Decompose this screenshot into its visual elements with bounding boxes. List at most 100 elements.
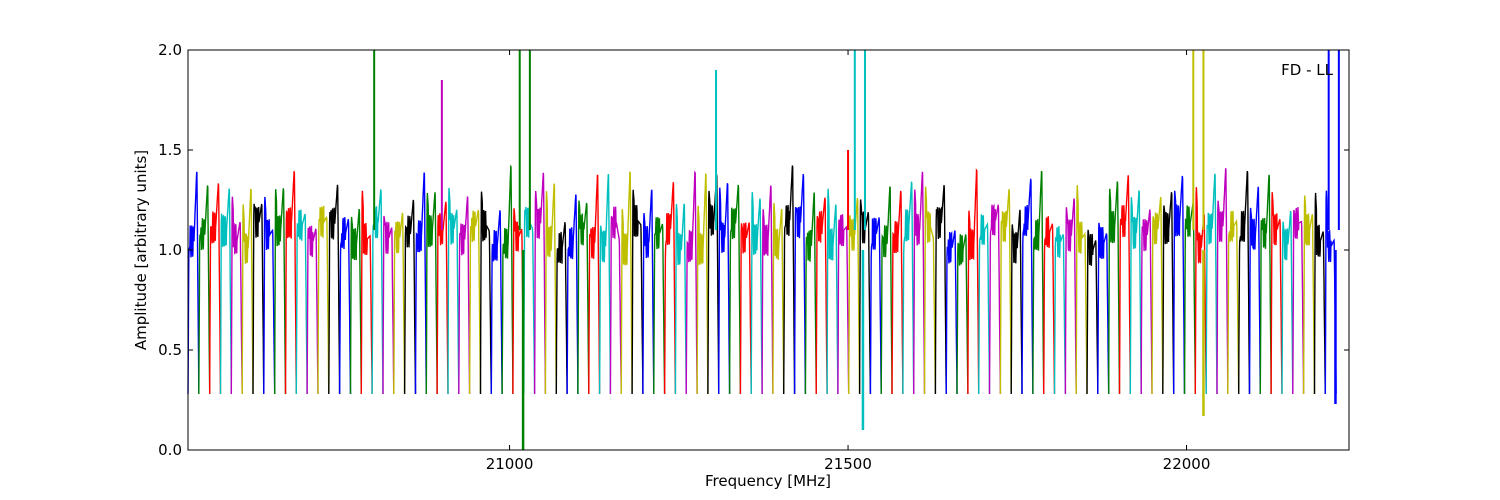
channel-line-80 <box>1053 226 1067 395</box>
channel-line-47 <box>696 172 709 395</box>
channel-line-98 <box>1248 186 1261 395</box>
channel-line-71 <box>956 234 969 395</box>
channel-line-34 <box>555 222 568 395</box>
channel-line-77 <box>1021 178 1034 395</box>
channel-line-42 <box>642 189 655 395</box>
channel-line-82 <box>1075 185 1088 395</box>
channel-line-44 <box>663 182 677 395</box>
channel-line-100 <box>1270 192 1283 395</box>
channel-line-36 <box>577 200 590 395</box>
channel-line-79 <box>1043 216 1056 395</box>
channel-line-72 <box>967 168 980 395</box>
channel-line-41 <box>631 189 644 395</box>
channel-line-7 <box>263 196 276 395</box>
channel-line-63 <box>869 217 882 395</box>
channel-line-61 <box>848 197 861 395</box>
channel-line-89 <box>1151 197 1164 395</box>
x-tick-label: 21500 <box>824 455 872 473</box>
channel-line-94 <box>1205 173 1218 395</box>
channel-line-40 <box>620 171 633 395</box>
channel-line-88 <box>1140 209 1153 395</box>
channel-line-32 <box>533 172 547 395</box>
channel-line-22 <box>425 192 438 395</box>
spike-layer <box>373 50 1340 450</box>
channel-line-3 <box>219 188 232 395</box>
channel-line-104 <box>1313 192 1326 395</box>
channel-line-1 <box>198 185 211 395</box>
channel-line-70 <box>945 230 958 395</box>
channel-line-46 <box>685 170 698 395</box>
channel-line-16 <box>360 190 373 395</box>
channel-line-60 <box>837 214 850 395</box>
channel-line-57 <box>804 192 817 395</box>
series-layer <box>187 164 1337 395</box>
channel-line-81 <box>1064 198 1077 395</box>
channel-line-51 <box>739 222 752 395</box>
channel-line-45 <box>674 203 687 395</box>
channel-line-18 <box>382 215 395 395</box>
channel-line-50 <box>728 184 742 395</box>
channel-line-95 <box>1216 168 1229 395</box>
channel-line-58 <box>815 197 828 395</box>
channel-line-86 <box>1118 175 1131 395</box>
channel-line-6 <box>252 203 265 395</box>
channel-line-54 <box>772 202 785 395</box>
channel-line-9 <box>284 171 297 395</box>
channel-line-99 <box>1259 174 1272 395</box>
channel-line-33 <box>544 183 557 395</box>
channel-line-35 <box>566 194 579 395</box>
channel-line-83 <box>1086 229 1099 395</box>
channel-line-90 <box>1162 192 1175 395</box>
channel-line-4 <box>230 196 243 395</box>
channel-line-66 <box>902 181 915 395</box>
channel-line-101 <box>1281 211 1294 395</box>
channel-line-39 <box>609 206 622 395</box>
channel-line-12 <box>317 205 330 395</box>
y-axis-label: Amplitude [arbitrary units] <box>132 150 150 350</box>
channel-line-96 <box>1227 210 1240 395</box>
channel-line-76 <box>1010 209 1023 395</box>
channel-line-10 <box>295 209 308 395</box>
channel-line-19 <box>393 212 406 395</box>
x-axis-ticks: 21000 21500 22000 <box>486 50 1211 473</box>
channel-line-85 <box>1108 181 1121 395</box>
channel-line-69 <box>934 185 947 395</box>
x-tick-label: 21000 <box>486 455 534 473</box>
channel-line-0 <box>187 171 200 395</box>
channel-line-75 <box>999 189 1012 395</box>
channel-line-20 <box>403 199 417 395</box>
channel-line-24 <box>447 187 460 395</box>
channel-line-59 <box>826 188 839 395</box>
channel-line-21 <box>414 172 427 395</box>
channel-line-11 <box>306 225 319 395</box>
channel-line-49 <box>718 183 731 395</box>
channel-line-23 <box>436 201 449 395</box>
channel-line-52 <box>750 192 763 395</box>
channel-line-84 <box>1097 222 1110 395</box>
channel-line-8 <box>274 188 287 395</box>
x-axis-label: Frequency [MHz] <box>705 472 831 490</box>
channel-line-102 <box>1292 207 1305 395</box>
channel-line-91 <box>1173 175 1186 395</box>
channel-line-64 <box>880 186 893 395</box>
channel-line-43 <box>653 217 666 395</box>
channel-line-56 <box>793 174 807 395</box>
channel-line-74 <box>988 203 1002 395</box>
channel-line-28 <box>490 210 503 395</box>
channel-line-55 <box>783 165 796 395</box>
channel-line-25 <box>458 196 471 395</box>
channel-line-2 <box>209 183 222 395</box>
channel-line-65 <box>891 190 904 395</box>
channel-line-68 <box>923 186 937 395</box>
y-tick-label: 1.0 <box>158 241 182 259</box>
y-tick-label: 2.0 <box>158 41 182 59</box>
channel-line-53 <box>761 185 774 395</box>
channel-line-103 <box>1302 195 1316 395</box>
y-tick-label: 1.5 <box>158 141 182 159</box>
channel-line-15 <box>349 209 362 395</box>
channel-line-38 <box>598 173 612 395</box>
channel-line-87 <box>1129 190 1142 395</box>
x-tick-label: 22000 <box>1163 455 1211 473</box>
channel-line-14 <box>338 217 352 395</box>
